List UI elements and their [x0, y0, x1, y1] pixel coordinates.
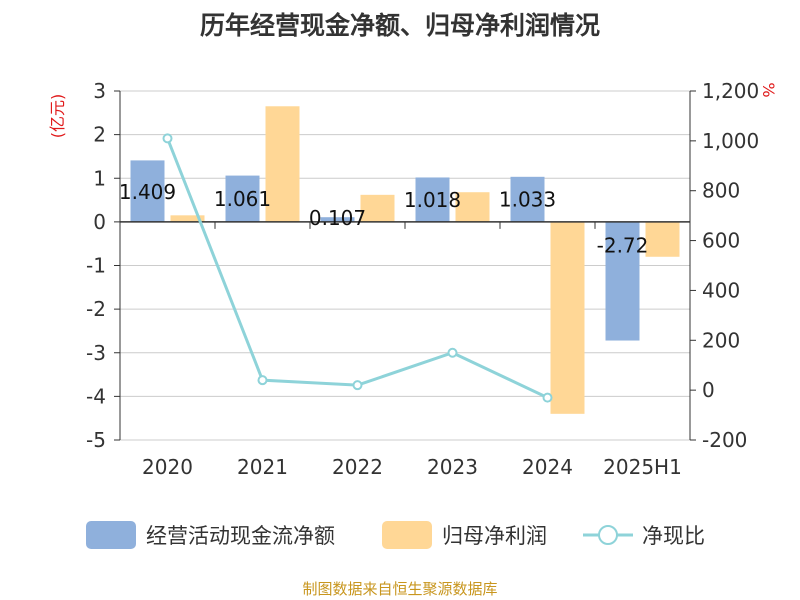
right-tick-label: 200 — [702, 328, 740, 352]
net-profit-bar-2025H1 — [645, 221, 680, 257]
right-tick-label: 600 — [702, 229, 740, 253]
ratio-point — [257, 375, 268, 386]
net-profit-bar-2024 — [550, 221, 585, 414]
cash-flow-bar-2021 — [225, 175, 260, 222]
axes: 3 2 1 0 -1 -2 -3 -4 -5 1,200 1,000 800 600 400 200 0 -20… — [86, 79, 759, 479]
cash-flow-bar-2020 — [130, 160, 165, 222]
cash-flow-data-label: 1.409 — [119, 180, 176, 204]
data-labels: 1.409 1.061 0.107 1.018 1.033 -2.72 — [119, 180, 649, 257]
ratio-point — [352, 380, 363, 391]
x-tick-label: 2023 — [427, 455, 478, 479]
ratio-point — [447, 347, 458, 358]
legend-swatch-net-profit — [382, 521, 432, 549]
legend-label-ratio: 净现比 — [642, 524, 705, 548]
x-tick-label: 2024 — [522, 455, 573, 479]
left-tick-label: 3 — [93, 79, 106, 103]
ratio-line-path — [166, 137, 549, 399]
left-tick-label: -2 — [86, 297, 106, 321]
cash-flow-data-label: 1.033 — [499, 188, 556, 212]
right-tick-label: 800 — [702, 179, 740, 203]
grid — [120, 90, 690, 441]
right-tick-label: -200 — [702, 428, 747, 452]
cash-flow-data-label: 1.061 — [214, 187, 271, 211]
net-profit-bar-2021 — [265, 106, 300, 222]
source-note: 制图数据来自恒生聚源数据库 — [302, 580, 497, 598]
cash-flow-bar-2025H1 — [605, 221, 640, 341]
left-tick-label: -4 — [86, 384, 106, 408]
left-tick-label: 1 — [93, 166, 106, 190]
legend-swatch-cash-flow — [86, 521, 136, 549]
chart-title: 历年经营现金净额、归母净利润情况 — [200, 11, 600, 40]
ratio-point — [542, 392, 553, 403]
x-tick-label: 2022 — [332, 455, 383, 479]
left-tick-label: -1 — [86, 254, 106, 278]
x-tick-label: 2021 — [237, 455, 288, 479]
left-tick-label: -3 — [86, 341, 106, 365]
net-profit-bar-2020 — [170, 215, 205, 222]
legend: 经营活动现金流净额 归母净利润 净现比 — [86, 521, 705, 549]
x-tick-label: 2025H1 — [603, 455, 682, 479]
cash-flow-data-label: 0.107 — [309, 206, 366, 230]
left-tick-label: -5 — [86, 428, 106, 452]
ratio-point — [162, 133, 173, 144]
cash-flow-bar-2022 — [320, 217, 355, 222]
legend-label-net-profit: 归母净利润 — [442, 524, 547, 548]
net-profit-bar-2022 — [360, 194, 395, 222]
right-tick-label: 0 — [702, 378, 715, 402]
left-tick-label: 2 — [93, 123, 106, 147]
cash-flow-data-label: 1.018 — [404, 188, 461, 212]
net-profit-bar-2023 — [455, 192, 490, 222]
cash-flow-bar-2023 — [415, 177, 450, 222]
cash-flow-bar-2024 — [510, 176, 545, 222]
legend-marker-ratio — [598, 525, 618, 545]
right-tick-label: 400 — [702, 278, 740, 302]
cash-flow-data-label: -2.72 — [597, 234, 649, 258]
x-tick-label: 2020 — [142, 455, 193, 479]
left-tick-label: 0 — [93, 210, 106, 234]
right-tick-label: 1,000 — [702, 129, 759, 153]
right-axis-unit: % — [759, 82, 778, 97]
ratio-line — [162, 133, 553, 403]
legend-label-cash-flow: 经营活动现金流净额 — [146, 524, 335, 548]
left-axis-unit: (亿元) — [48, 94, 67, 139]
bars — [130, 106, 680, 414]
right-tick-label: 1,200 — [702, 79, 759, 103]
